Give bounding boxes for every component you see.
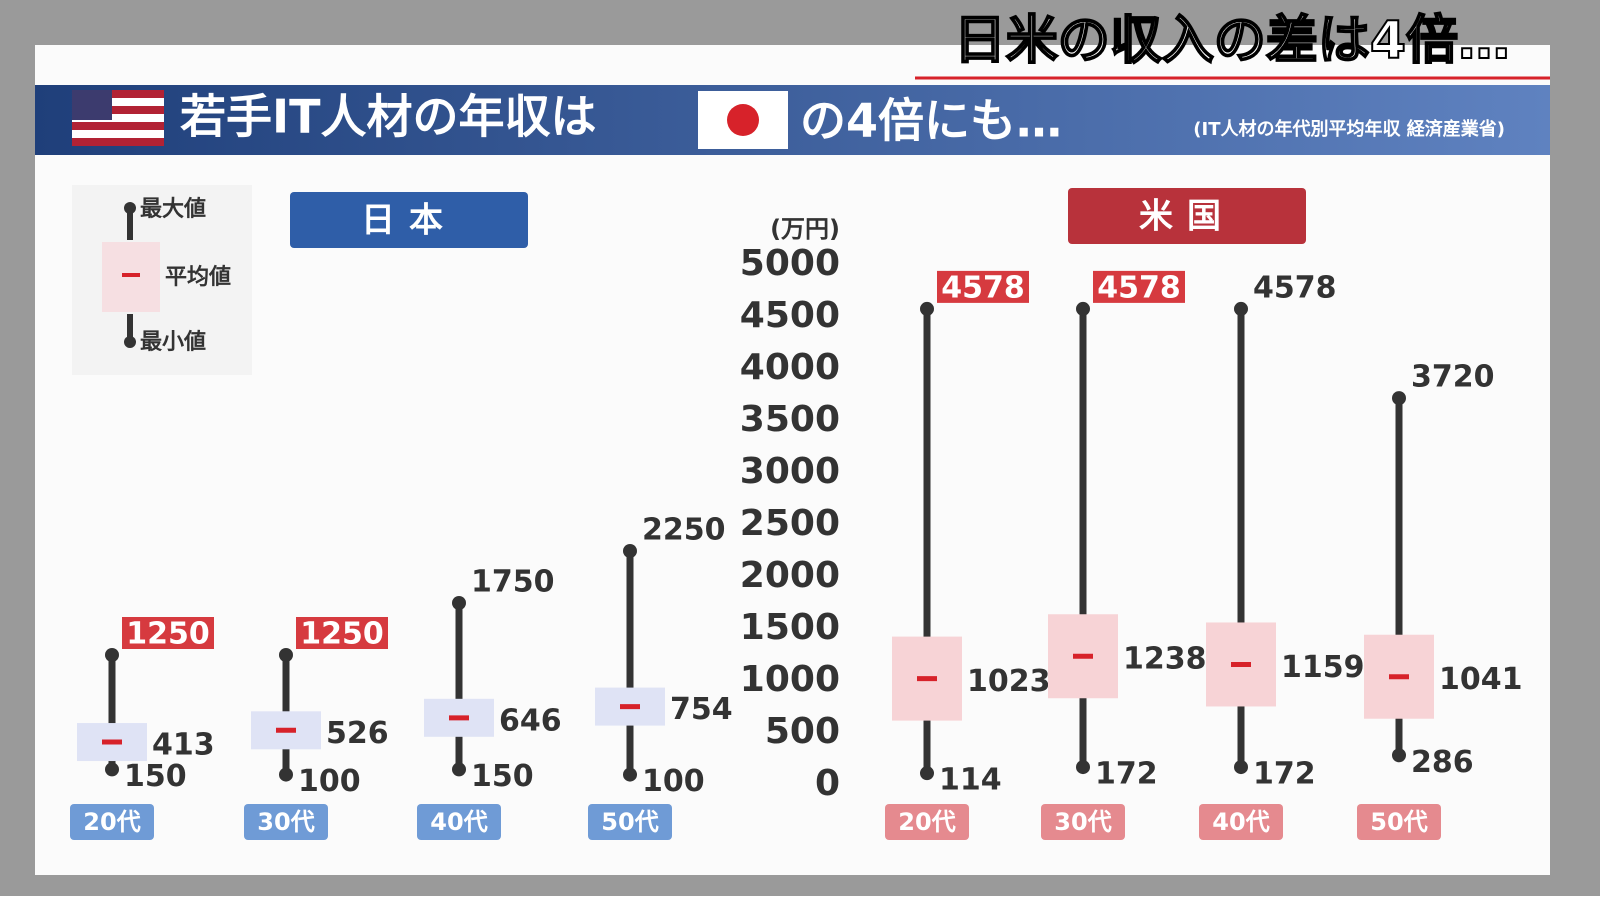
y-tick-label: 3000 — [740, 451, 840, 492]
max-highlight — [122, 617, 214, 649]
legend-max: 最大値 — [140, 197, 206, 222]
max-label: 1750 — [471, 565, 555, 600]
category-label: 40代 — [1212, 808, 1269, 836]
mean-label: 754 — [670, 692, 733, 727]
group-name: 米国 — [1139, 197, 1235, 237]
min-label: 172 — [1095, 757, 1158, 792]
mean-label: 1041 — [1439, 662, 1523, 697]
max-dot — [1234, 301, 1248, 316]
caption: 日米の収入の差は4倍… — [954, 11, 1510, 71]
max-label: 4578 — [1097, 270, 1181, 305]
min-label: 286 — [1411, 745, 1474, 780]
y-unit: (万円) — [770, 215, 840, 243]
y-tick-label: 2500 — [740, 503, 840, 544]
legend: 最大値 平均値 最小値 — [72, 185, 252, 375]
category-label: 30代 — [1054, 808, 1111, 836]
group-name: 日本 — [361, 201, 457, 241]
category-label: 20代 — [898, 808, 955, 836]
y-tick-label: 2000 — [740, 555, 840, 596]
min-dot — [1234, 760, 1248, 775]
max-dot — [920, 301, 934, 316]
min-label: 100 — [298, 764, 361, 799]
min-dot — [1392, 748, 1406, 763]
max-label: 4578 — [941, 270, 1025, 305]
category-badge — [1357, 804, 1441, 840]
max-dot — [1076, 301, 1090, 316]
title-before: 若手IT人材の年収は — [180, 90, 597, 144]
mean-label: 1023 — [967, 664, 1051, 699]
category-label: 40代 — [430, 808, 487, 836]
max-label: 4578 — [1253, 270, 1337, 305]
mean-label: 646 — [499, 703, 562, 738]
max-highlight — [937, 270, 1029, 303]
category-label: 20代 — [83, 808, 140, 836]
max-dot — [1392, 391, 1406, 406]
mean-label: 1159 — [1281, 650, 1365, 685]
max-dot — [452, 596, 466, 610]
y-tick-label: 4000 — [740, 347, 840, 388]
group-header — [1068, 188, 1306, 244]
mean-label: 413 — [152, 728, 215, 763]
min-dot — [623, 767, 637, 782]
title-after: の4倍にも… — [800, 94, 1062, 148]
min-label: 114 — [939, 763, 1002, 798]
y-tick-label: 1000 — [740, 659, 840, 700]
y-tick-label: 5000 — [740, 243, 840, 284]
y-tick-label: 4500 — [740, 295, 840, 336]
category-badge — [417, 804, 501, 840]
category-badge — [588, 804, 672, 840]
us-flag — [72, 90, 164, 146]
max-label: 1250 — [126, 617, 210, 652]
y-tick-label: 1500 — [740, 607, 840, 648]
legend-min: 最小値 — [140, 330, 206, 355]
max-highlight — [296, 617, 388, 649]
category-label: 50代 — [601, 808, 658, 836]
max-dot — [623, 544, 637, 558]
category-label: 30代 — [257, 808, 314, 836]
y-tick-label: 500 — [765, 711, 840, 752]
min-dot — [1076, 760, 1090, 775]
max-label: 3720 — [1411, 360, 1495, 395]
max-dot — [105, 648, 119, 662]
mean-label: 526 — [326, 716, 389, 751]
legend-mean: 平均値 — [165, 264, 231, 290]
min-label: 100 — [642, 764, 705, 799]
max-label: 1250 — [300, 617, 384, 652]
min-label: 150 — [124, 759, 187, 794]
jp-flag — [698, 91, 788, 149]
category-badge — [1041, 804, 1125, 840]
category-badge — [244, 804, 328, 840]
category-label: 50代 — [1370, 808, 1427, 836]
min-dot — [279, 767, 293, 782]
min-dot — [920, 766, 934, 781]
min-dot — [452, 762, 466, 777]
y-tick-label: 0 — [815, 763, 840, 804]
max-label: 2250 — [642, 513, 726, 548]
source: (IT人材の年代別平均年収 経済産業省) — [1193, 118, 1505, 140]
mean-label: 1238 — [1123, 642, 1207, 677]
category-badge — [885, 804, 969, 840]
min-label: 150 — [471, 759, 534, 794]
max-dot — [279, 648, 293, 662]
category-badge — [1199, 804, 1283, 840]
y-tick-label: 3500 — [740, 399, 840, 440]
min-label: 172 — [1253, 757, 1316, 792]
min-dot — [105, 762, 119, 777]
group-header — [290, 192, 528, 248]
title-bar — [35, 85, 1550, 155]
category-badge — [70, 804, 154, 840]
max-highlight — [1093, 270, 1185, 303]
